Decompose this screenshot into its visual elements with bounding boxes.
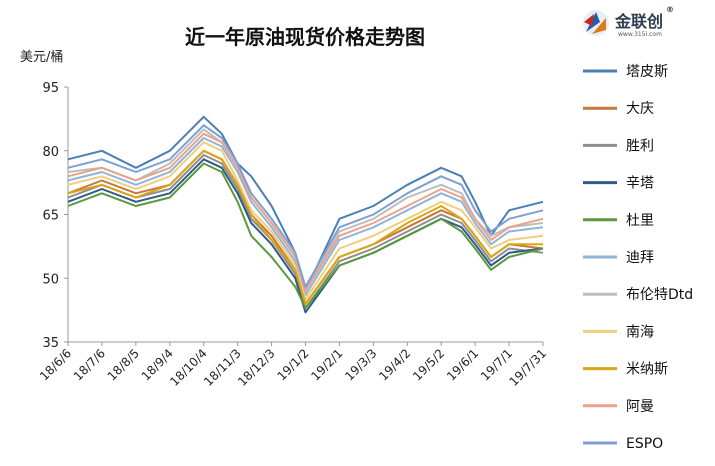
legend-label: 阿曼: [626, 399, 654, 415]
x-tick-label: 19/7/31: [507, 346, 550, 389]
legend-item: 大庆: [583, 101, 654, 117]
y-tick-label: 80: [42, 145, 59, 160]
legend-item: 胜利: [583, 138, 654, 154]
logo-registered-mark: ®: [666, 5, 674, 14]
x-tick-label: 19/3/3: [342, 346, 379, 383]
legend-item: 布伦特Dtd: [583, 287, 693, 303]
y-tick-label: 50: [42, 272, 59, 287]
legend-label: 迪拜: [626, 250, 654, 266]
series-line-2: [67, 154, 544, 309]
logo-mark-icon: [583, 10, 609, 36]
legend-label: 大庆: [626, 101, 654, 117]
legend-item: 米纳斯: [583, 362, 668, 378]
y-axis-ticks: 35 50 65 80 95: [42, 81, 68, 351]
x-axis-ticks: 18/6/618/7/618/8/518/9/418/10/418/11/318…: [37, 342, 549, 389]
x-tick-label: 18/12/3: [235, 346, 278, 389]
series-line-8: [67, 149, 543, 305]
series-line-4: [67, 162, 544, 309]
legend-label: 辛塔: [626, 176, 654, 192]
series-line-10: [67, 124, 544, 288]
y-tick-label: 65: [42, 209, 59, 224]
chart-title: 近一年原油现货价格走势图: [185, 25, 425, 49]
x-tick-label: 19/1/2: [274, 346, 311, 383]
x-tick-label: 18/8/5: [105, 346, 142, 383]
y-axis-unit-label: 美元/桶: [20, 50, 63, 65]
x-tick-label: 19/5/2: [410, 346, 447, 383]
legend-label: 米纳斯: [626, 362, 668, 378]
x-tick-label: 19/4/2: [376, 346, 413, 383]
series-line-7: [67, 141, 544, 301]
legend-label: 杜里: [626, 213, 654, 229]
series-line-6: [67, 128, 544, 292]
legend-item: 南海: [583, 324, 654, 340]
company-logo: 金联创 ® www.315i.com: [583, 5, 674, 38]
series-line-9: [67, 132, 544, 292]
legend-item: 辛塔: [583, 176, 654, 192]
series-lines: [67, 115, 544, 314]
logo-url: www.315i.com: [618, 31, 662, 38]
legend-label: 塔皮斯: [626, 64, 668, 80]
x-tick-label: 18/7/6: [71, 346, 108, 383]
legend-label: 胜利: [626, 138, 654, 154]
legend-item: ESPO: [583, 436, 663, 452]
y-tick-label: 35: [42, 336, 59, 351]
series-line-5: [67, 137, 544, 297]
legend-item: 塔皮斯: [583, 64, 668, 80]
legend-item: 迪拜: [583, 250, 654, 266]
legend-label: 布伦特Dtd: [626, 287, 693, 303]
logo-name: 金联创: [614, 12, 663, 31]
series-line-1: [67, 149, 544, 305]
legend-item: 阿曼: [583, 399, 654, 415]
legend-label: 南海: [626, 324, 654, 340]
x-tick-label: 19/2/1: [308, 346, 345, 383]
legend-item: 杜里: [583, 213, 654, 229]
x-tick-label: 19/6/1: [444, 346, 481, 383]
legend-label: ESPO: [626, 436, 663, 452]
y-tick-label: 95: [42, 81, 59, 96]
x-tick-label: 18/6/6: [37, 346, 74, 383]
